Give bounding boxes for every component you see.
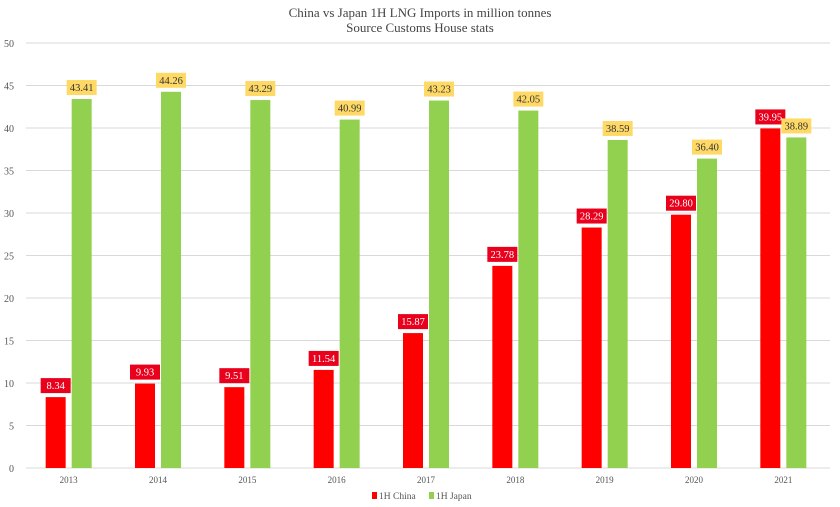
data-label-bg <box>40 378 71 394</box>
data-label: 23.78 <box>491 250 515 261</box>
legend-swatch <box>372 492 377 499</box>
chart-title: China vs Japan 1H LNG Imports in million… <box>289 5 552 20</box>
y-tick-label: 50 <box>4 39 14 50</box>
china-bar <box>671 214 691 468</box>
y-tick-label: 40 <box>4 124 14 135</box>
japan-bar <box>339 119 360 469</box>
y-tick-label: 25 <box>4 252 14 263</box>
legend-label: 1H Japan <box>436 492 472 502</box>
data-label: 36.40 <box>695 143 719 154</box>
legend: 1H China 1H Japan <box>372 492 472 502</box>
china-bar <box>313 369 334 468</box>
x-tick-label: 2021 <box>774 475 792 485</box>
data-label-bg <box>666 195 696 211</box>
data-label: 38.59 <box>606 124 630 135</box>
data-label-bg <box>513 91 544 107</box>
data-label-bg <box>487 246 518 262</box>
china-bar <box>45 397 66 468</box>
data-label: 38.89 <box>785 121 809 132</box>
x-tick-label: 2017 <box>417 475 436 485</box>
legend-label: 1H China <box>379 492 416 502</box>
data-label-bg <box>66 80 97 96</box>
data-label-bg <box>308 350 339 366</box>
y-tick-label: 35 <box>4 167 14 178</box>
x-tick-label: 2016 <box>328 475 347 485</box>
china-bar <box>135 383 155 468</box>
x-tick-label: 2013 <box>60 475 79 485</box>
data-label: 43.29 <box>249 84 273 95</box>
china-bar <box>492 265 513 468</box>
y-tick-label: 10 <box>4 379 14 390</box>
data-label: 29.80 <box>669 199 693 210</box>
y-tick-label: 30 <box>4 209 14 220</box>
data-label: 39.95 <box>759 112 783 123</box>
data-label: 28.29 <box>580 212 604 223</box>
data-label: 40.99 <box>338 104 362 115</box>
data-label-bg <box>424 81 454 97</box>
y-tick-label: 15 <box>4 337 14 348</box>
china-bar <box>403 333 423 468</box>
japan-bar <box>518 110 539 468</box>
y-tick-label: 0 <box>9 464 14 475</box>
data-label: 44.26 <box>159 76 183 87</box>
data-label-bg <box>576 208 607 224</box>
china-bar <box>224 387 245 468</box>
japan-bar <box>161 91 181 468</box>
china-bar <box>760 128 781 469</box>
x-tick-label: 2014 <box>149 475 168 485</box>
japan-bar <box>697 158 717 468</box>
data-label-bg <box>334 100 365 116</box>
data-label: 11.54 <box>312 354 336 365</box>
japan-bar <box>786 137 807 468</box>
y-tick-label: 20 <box>4 294 14 305</box>
data-label: 43.41 <box>70 83 94 94</box>
data-label: 15.87 <box>401 317 425 328</box>
x-tick-label: 2019 <box>596 475 615 485</box>
data-label-bg <box>602 120 633 136</box>
data-label: 9.51 <box>225 371 243 382</box>
y-tick-label: 5 <box>9 422 14 433</box>
data-label-bg <box>156 72 186 88</box>
data-label-bg <box>398 314 428 330</box>
japan-bar <box>250 100 271 468</box>
x-tick-label: 2018 <box>506 475 525 485</box>
japan-bar <box>429 100 449 469</box>
japan-bar <box>71 99 92 468</box>
data-label: 9.93 <box>136 368 154 379</box>
data-label-bg <box>755 109 786 125</box>
chart-subtitle: Source Customs House stats <box>346 20 494 35</box>
data-label: 8.34 <box>46 381 65 392</box>
data-label-bg <box>245 81 276 97</box>
x-tick-label: 2015 <box>238 475 257 485</box>
data-label: 42.05 <box>517 95 541 106</box>
x-tick-label: 2020 <box>685 475 704 485</box>
legend-swatch <box>429 492 434 499</box>
data-label-bg <box>692 139 722 155</box>
data-label: 43.23 <box>427 85 451 96</box>
data-label-bg <box>219 368 250 384</box>
data-label-bg <box>781 118 812 134</box>
china-bar <box>581 227 602 468</box>
japan-bar <box>607 139 628 469</box>
y-tick-label: 45 <box>4 82 14 93</box>
data-label-bg <box>130 364 160 380</box>
